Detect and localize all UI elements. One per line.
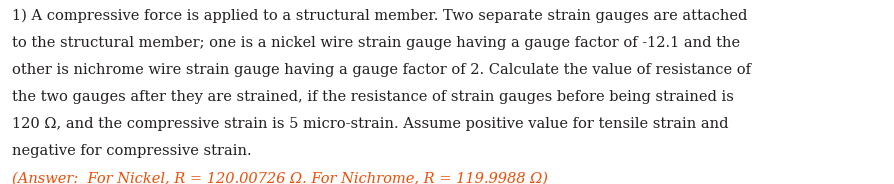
- Text: (Answer:  For Nickel, R = 120.00726 Ω. For Nichrome, R = 119.9988 Ω): (Answer: For Nickel, R = 120.00726 Ω. Fo…: [12, 172, 547, 184]
- Text: other is nichrome wire strain gauge having a gauge factor of 2. Calculate the va: other is nichrome wire strain gauge havi…: [12, 63, 750, 77]
- Text: negative for compressive strain.: negative for compressive strain.: [12, 144, 251, 158]
- Text: the two gauges after they are strained, if the resistance of strain gauges befor: the two gauges after they are strained, …: [12, 90, 733, 104]
- Text: to the structural member; one is a nickel wire strain gauge having a gauge facto: to the structural member; one is a nicke…: [12, 36, 739, 49]
- Text: 120 Ω, and the compressive strain is 5 micro-strain. Assume positive value for t: 120 Ω, and the compressive strain is 5 m…: [12, 117, 728, 131]
- Text: 1) A compressive force is applied to a structural member. Two separate strain ga: 1) A compressive force is applied to a s…: [12, 8, 746, 23]
